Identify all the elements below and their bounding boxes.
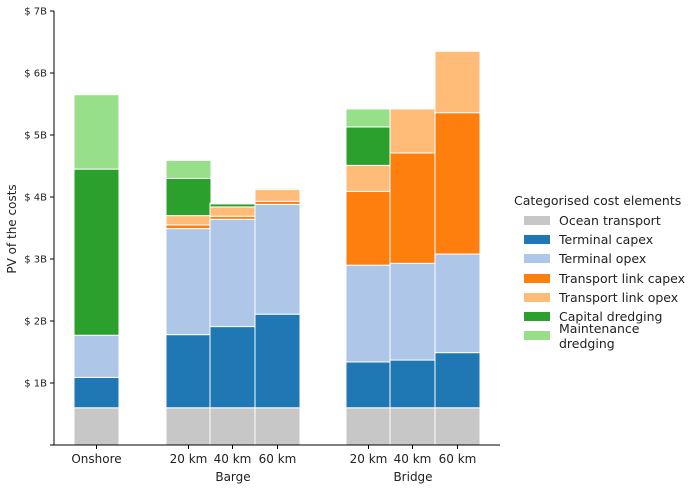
bar-segment-3-transport-link-opex xyxy=(209,206,256,217)
legend-item: Transport link capex xyxy=(510,269,688,288)
bar-segment-6-transport-link-opex xyxy=(389,108,436,154)
bar-segment-3-terminal-opex xyxy=(209,218,256,328)
x-tick-label: 20 km xyxy=(170,452,208,466)
bar-segment-5-terminal-capex xyxy=(345,361,392,409)
bar-segment-5-transport-link-opex xyxy=(345,164,392,192)
bar-segment-7-transport-link-opex xyxy=(434,50,481,114)
axes-layer: $ 1B $ 2B $ 3B $ 4B $ 5B $ 6B $ 7B Onshore 20 km… xyxy=(24,7,500,484)
bar-segment-2-transport-link-opex xyxy=(165,215,212,226)
legend-swatch xyxy=(524,216,550,226)
legend-swatch xyxy=(524,312,550,322)
bar-segment-4-maintenance-dredging xyxy=(254,187,301,189)
bar-segment-5-terminal-opex xyxy=(345,264,392,363)
legend-item: Transport link opex xyxy=(510,288,688,307)
bar-segment-2-transport-link-capex xyxy=(165,224,212,230)
bar-segment-6-terminal-capex xyxy=(389,359,436,409)
bar-segment-6-terminal-opex xyxy=(389,262,436,361)
bar-segment-4-terminal-capex xyxy=(254,313,301,409)
legend-label: Transport link capex xyxy=(559,270,686,286)
legend-item: Maintenance dredging xyxy=(510,321,688,351)
bar-segment-1-terminal-capex xyxy=(73,376,120,409)
y-tick-label: $ 6B xyxy=(24,69,47,80)
legend-label: Terminal capex xyxy=(559,232,654,248)
bar-segment-1-ocean-transport xyxy=(73,407,120,446)
bar-segment-2-terminal-opex xyxy=(165,228,212,336)
bar-segment-5-ocean-transport xyxy=(345,407,392,446)
legend-label: Maintenance dredging xyxy=(559,320,640,351)
legend-label: Ocean transport xyxy=(559,213,661,229)
legend-swatch xyxy=(524,292,550,302)
x-group-label: Barge xyxy=(215,470,250,484)
bar-segment-2-capital-dredging xyxy=(165,177,212,217)
legend-item: Terminal capex xyxy=(510,230,688,249)
legend-swatch xyxy=(524,273,550,283)
y-tick-label: $ 2B xyxy=(24,317,47,328)
legend-item: Ocean transport xyxy=(510,211,688,230)
legend: Categorised cost elements Ocean transpor… xyxy=(510,193,688,351)
bar-segment-1-capital-dredging xyxy=(73,168,120,336)
legend-label: Terminal opex xyxy=(559,251,647,267)
y-tick-label: $ 5B xyxy=(24,131,47,142)
legend-swatch xyxy=(524,331,550,341)
bar-segment-6-ocean-transport xyxy=(389,407,436,446)
bar-segment-5-transport-link-capex xyxy=(345,190,392,266)
legend-swatch xyxy=(524,235,550,245)
x-tick-label: 40 km xyxy=(214,452,252,466)
bar-segment-1-terminal-opex xyxy=(73,334,120,378)
y-axis-label: PV of the costs xyxy=(5,184,19,273)
bar-segment-3-ocean-transport xyxy=(209,407,256,446)
legend-swatch xyxy=(524,254,550,264)
bar-segment-3-terminal-capex xyxy=(209,326,256,409)
bar-segment-5-capital-dredging xyxy=(345,126,392,166)
bar-segment-6-transport-link-capex xyxy=(389,152,436,264)
x-tick-label: 40 km xyxy=(394,452,432,466)
x-tick-label: Onshore xyxy=(71,452,121,466)
y-tick-label: $ 1B xyxy=(24,379,47,390)
bar-segment-1-maintenance-dredging xyxy=(73,94,120,170)
x-tick-label: 60 km xyxy=(439,452,477,466)
bar-segment-5-maintenance-dredging xyxy=(345,108,392,128)
x-tick-label: 20 km xyxy=(350,452,388,466)
x-tick-label: 60 km xyxy=(259,452,297,466)
bar-segment-4-terminal-opex xyxy=(254,203,301,315)
bar-segment-2-terminal-capex xyxy=(165,334,212,409)
bar-segment-3-maintenance-dredging xyxy=(209,202,256,205)
legend-title: Categorised cost elements xyxy=(514,193,682,208)
y-tick-label: $ 4B xyxy=(24,193,47,204)
bar-segment-2-ocean-transport xyxy=(165,407,212,446)
bar-segment-4-ocean-transport xyxy=(254,407,301,446)
bar-segment-7-terminal-opex xyxy=(434,253,481,354)
x-group-label: Bridge xyxy=(393,470,432,484)
legend-label: Capital dredging xyxy=(559,309,663,325)
legend-label: Transport link opex xyxy=(559,289,679,305)
bar-segment-7-transport-link-capex xyxy=(434,112,481,255)
y-tick-label: $ 3B xyxy=(24,255,47,266)
legend-item: Capital dredging xyxy=(510,307,688,326)
y-tick-label: $ 7B xyxy=(24,7,47,18)
legend-item: Terminal opex xyxy=(510,249,688,268)
bars-layer xyxy=(73,50,481,446)
legend-items: Ocean transport Terminal capex Terminal op… xyxy=(510,211,688,351)
bar-segment-7-terminal-capex xyxy=(434,352,481,409)
bar-segment-4-transport-link-opex xyxy=(254,189,301,202)
bar-segment-7-ocean-transport xyxy=(434,407,481,446)
bar-segment-2-maintenance-dredging xyxy=(165,159,212,179)
